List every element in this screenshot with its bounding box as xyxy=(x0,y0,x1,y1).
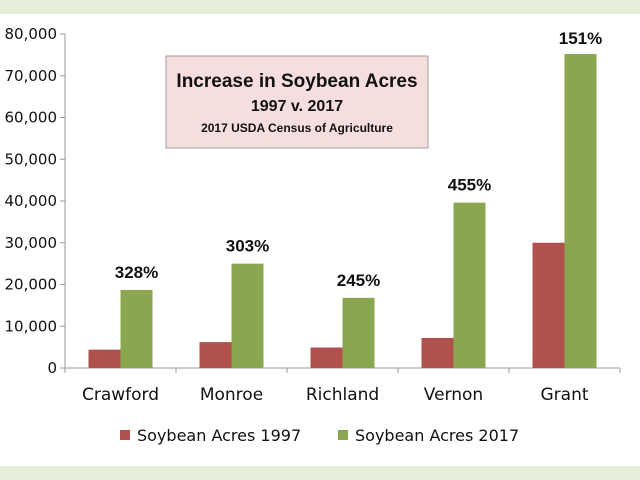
bar-grant-2017 xyxy=(564,54,597,368)
y-tick-label: 50,000 xyxy=(5,150,58,168)
data-label-grant: 151% xyxy=(559,29,602,48)
bars xyxy=(88,54,597,368)
y-tick-label: 20,000 xyxy=(5,276,58,294)
legend-swatch-2017 xyxy=(338,430,348,440)
bar-vernon-2017 xyxy=(453,202,486,368)
chart-frame: 0 10,000 20,000 30,000 40,000 50,000 60,000 70,… xyxy=(0,14,640,466)
soybean-bar-chart: 0 10,000 20,000 30,000 40,000 50,000 60,000 70,… xyxy=(5,25,621,445)
legend-label-1997: Soybean Acres 1997 xyxy=(137,426,301,445)
y-tick-label: 60,000 xyxy=(5,109,58,127)
data-label-vernon: 455% xyxy=(448,176,491,195)
chart-title: Increase in Soybean Acres xyxy=(176,71,417,92)
bar-vernon-1997 xyxy=(421,337,454,368)
bar-crawford-1997 xyxy=(88,349,121,368)
data-label-crawford: 328% xyxy=(115,263,158,282)
category-label-grant: Grant xyxy=(540,385,588,405)
category-label-crawford: Crawford xyxy=(82,385,159,405)
y-tick-label: 40,000 xyxy=(5,192,58,210)
legend-label-2017: Soybean Acres 2017 xyxy=(355,426,519,445)
bar-monroe-1997 xyxy=(199,342,232,368)
bar-richland-2017 xyxy=(342,297,375,368)
y-tick-label: 30,000 xyxy=(5,234,58,252)
bar-grant-1997 xyxy=(532,242,565,368)
y-tick-label: 70,000 xyxy=(5,67,58,85)
category-label-monroe: Monroe xyxy=(200,385,263,405)
bar-crawford-2017 xyxy=(120,289,153,368)
y-axis-ticks: 0 10,000 20,000 30,000 40,000 50,000 60,000 70,… xyxy=(5,25,65,377)
category-labels: Crawford Monroe Richland Vernon Grant xyxy=(64,368,621,405)
title-box: Increase in Soybean Acres 1997 v. 2017 2… xyxy=(165,55,429,149)
legend-swatch-1997 xyxy=(120,430,130,440)
data-label-richland: 245% xyxy=(337,271,380,290)
y-tick-label: 10,000 xyxy=(5,317,58,335)
bar-monroe-2017 xyxy=(231,263,264,368)
category-label-vernon: Vernon xyxy=(424,385,483,405)
legend: Soybean Acres 1997 Soybean Acres 2017 xyxy=(120,426,519,445)
title-box-background xyxy=(165,55,429,149)
data-label-monroe: 303% xyxy=(226,237,269,256)
bar-richland-1997 xyxy=(310,347,343,368)
data-labels: 328% 303% 245% 455% 151% xyxy=(115,29,602,290)
category-label-richland: Richland xyxy=(306,385,379,405)
chart-source: 2017 USDA Census of Agriculture xyxy=(201,121,393,135)
y-tick-label: 0 xyxy=(47,359,57,377)
y-tick-label: 80,000 xyxy=(5,25,58,43)
chart-subtitle: 1997 v. 2017 xyxy=(251,98,343,115)
